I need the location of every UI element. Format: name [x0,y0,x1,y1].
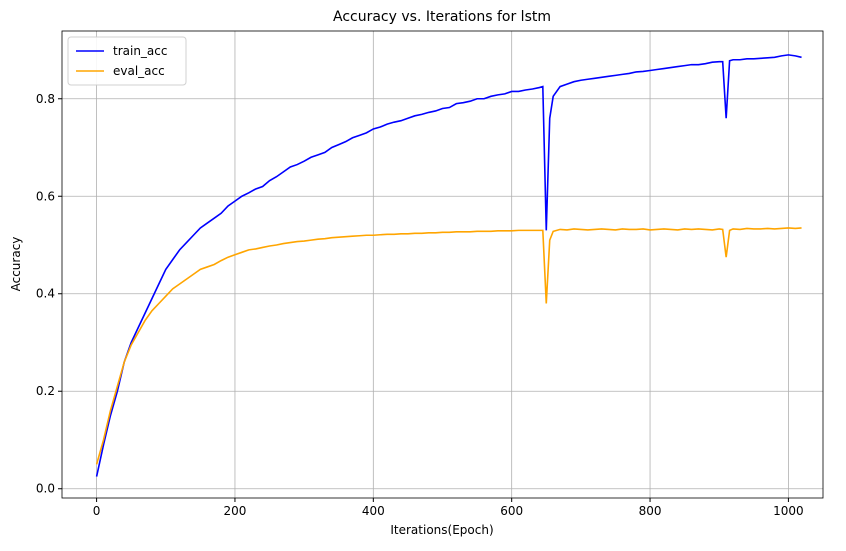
y-tick-label: 0.8 [36,92,55,106]
series-line [95,227,802,465]
y-tick-label: 0.4 [36,287,55,301]
legend-label: train_acc [113,44,167,58]
x-tick-label: 800 [639,504,662,518]
series-line [95,54,802,477]
y-tick-label: 0.2 [36,384,55,398]
y-tick-label: 0.6 [36,189,55,203]
legend: train_acc eval_acc [67,36,187,86]
x-tick-label: 0 [93,504,101,518]
legend-label: eval_acc [113,64,165,78]
chart-title: Accuracy vs. Iterations for lstm [333,9,551,25]
y-axis-label: Accuracy [9,237,23,292]
plot-frame [61,30,824,499]
x-tick-label: 1000 [773,504,804,518]
x-tick-label: 200 [224,504,247,518]
x-tick-label: 600 [500,504,523,518]
y-tick-label: 0.0 [36,482,55,496]
x-axis-label: Iterations(Epoch) [390,523,493,537]
x-tick-label: 400 [362,504,385,518]
legend-box [67,36,187,86]
